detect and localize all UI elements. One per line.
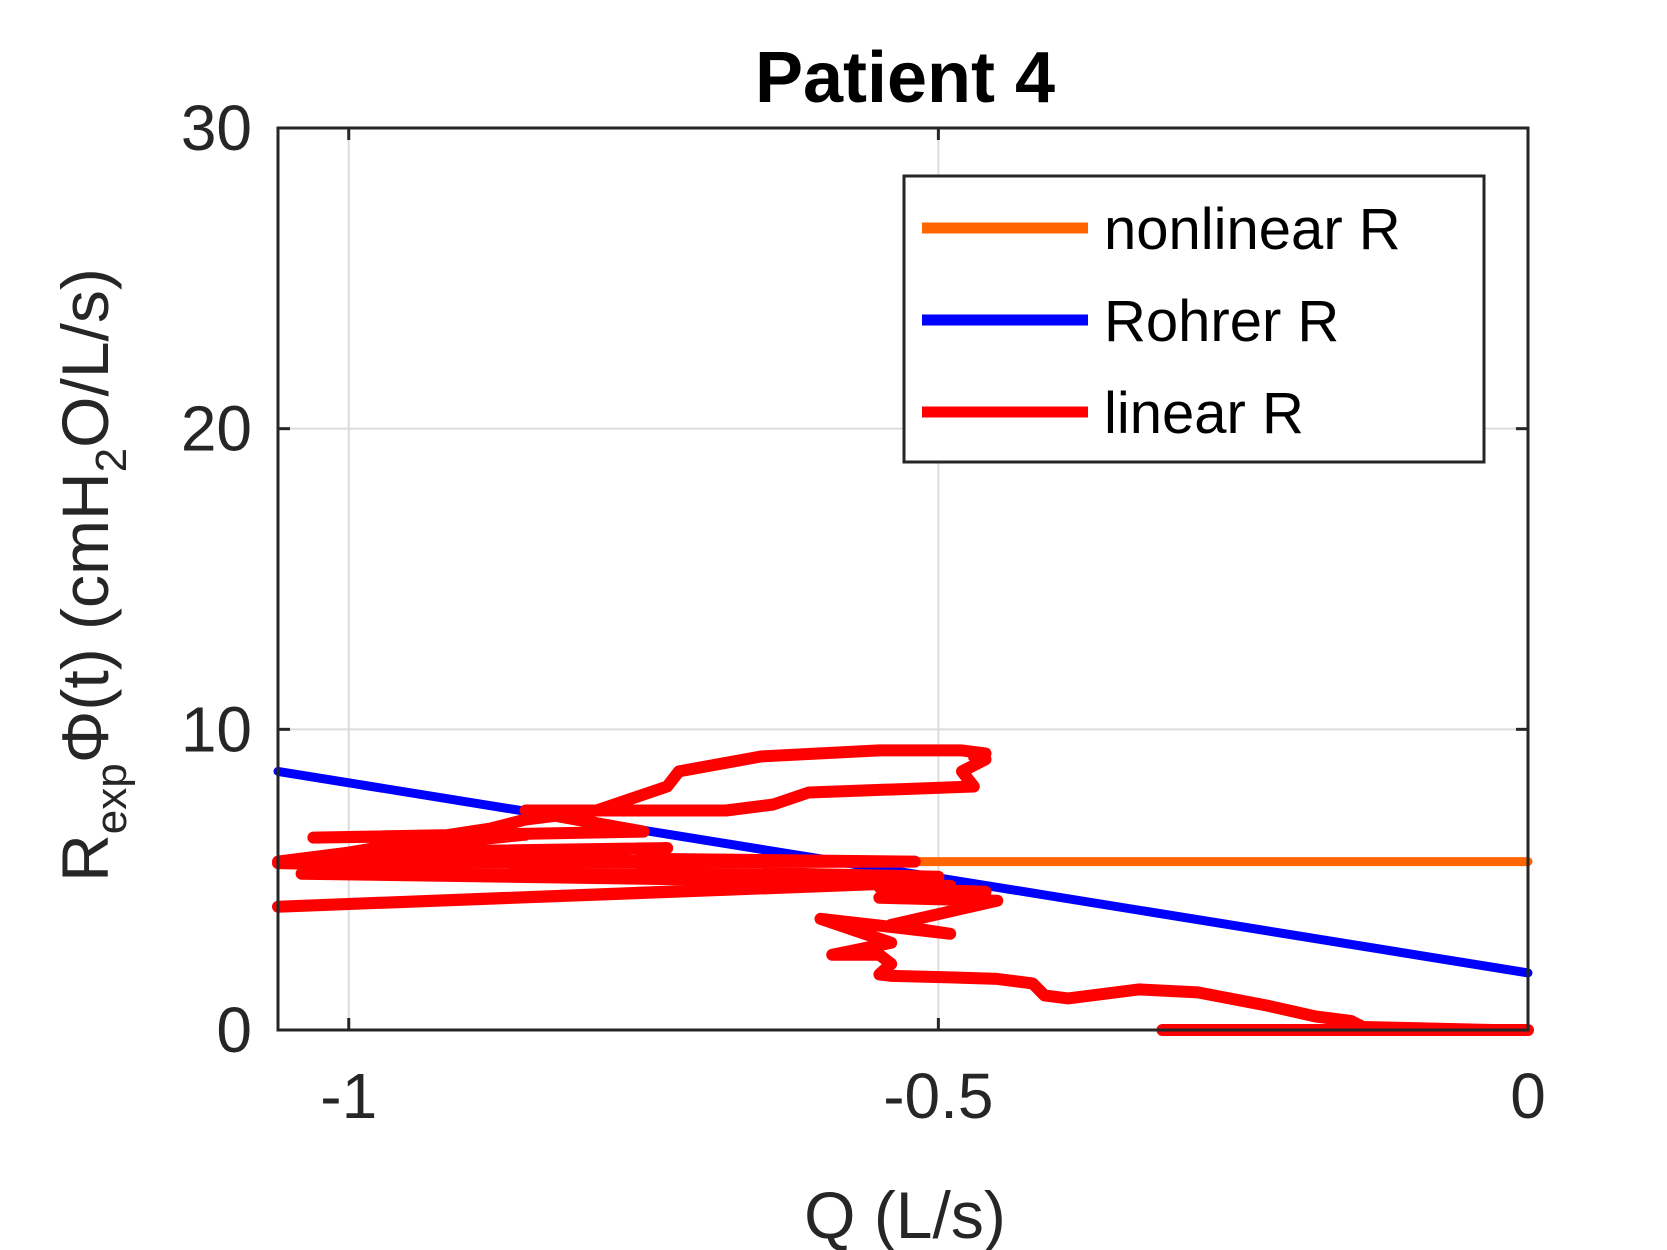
y-label-tail: O/L/s) (48, 268, 122, 448)
series-layer (272, 744, 1534, 1036)
x-axis-label: Q (L/s) (804, 1178, 1006, 1250)
legend-label: nonlinear R (1104, 197, 1401, 262)
y-label-sub1: exp (87, 763, 136, 834)
y-tick-label: 0 (216, 994, 252, 1066)
x-tick-label: -1 (320, 1060, 377, 1132)
x-tick-label: -0.5 (883, 1060, 993, 1132)
y-label-sub2: 2 (87, 448, 136, 472)
y-label-mid: Φ(t) (cmH (48, 472, 122, 763)
legend: nonlinear R Rohrer R linear R (902, 174, 1486, 464)
chart-title: Patient 4 (755, 38, 1055, 118)
plot-frame (276, 126, 1530, 1032)
y-axis-label-text: RexpΦ(t) (cmH2O/L/s) (48, 268, 136, 882)
x-tick-label: 0 (1510, 1060, 1546, 1132)
series-line-linear-r (272, 744, 1534, 1036)
y-tick-label: 30 (181, 92, 252, 164)
y-tick-label: 20 (181, 393, 252, 465)
y-tick-label: 10 (181, 693, 252, 765)
y-label-base: R (48, 834, 122, 882)
legend-label: Rohrer R (1104, 289, 1339, 354)
y-axis-label: RexpΦ(t) (cmH2O/L/s) (48, 268, 136, 882)
legend-label: linear R (1104, 381, 1304, 446)
ticks: -1 -0.5 0 0 10 20 30 (181, 92, 1546, 1132)
